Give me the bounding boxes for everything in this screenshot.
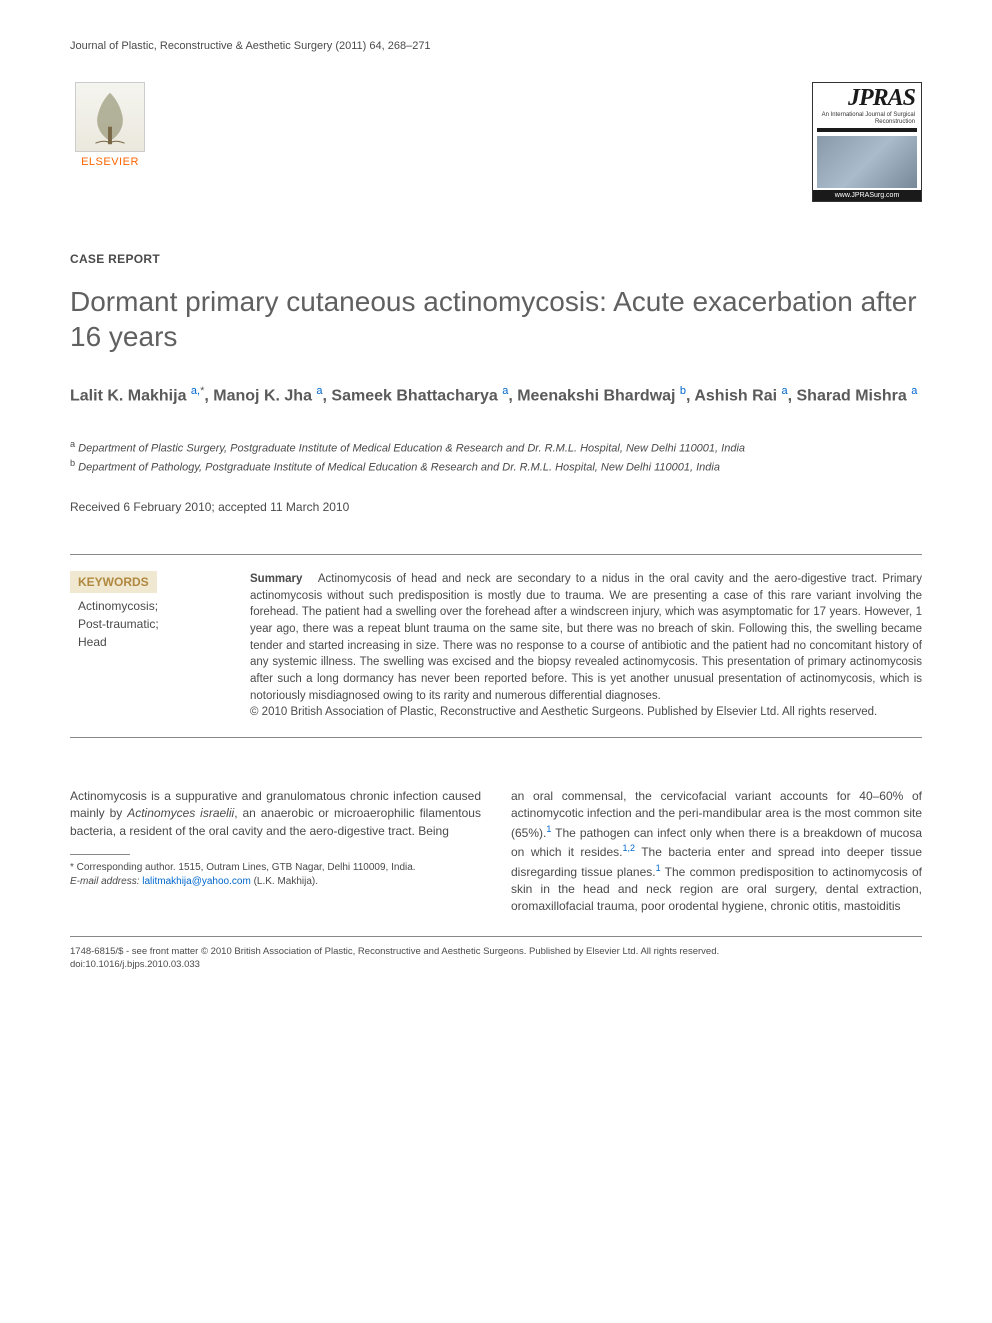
body-para-2: an oral commensal, the cervicofacial var… [511,788,922,916]
jpras-bar [817,128,917,132]
elsevier-wordmark: ELSEVIER [81,156,139,168]
correspondence-divider [70,854,130,855]
jpras-url: www.JPRASurg.com [813,190,921,201]
jpras-subtitle: An International Journal of Surgical Rec… [813,112,921,126]
body-columns: Actinomycosis is a suppurative and granu… [70,788,922,916]
jpras-cover-image [817,136,917,188]
logo-row: ELSEVIER JPRAS An International Journal … [70,82,922,202]
body-para-1: Actinomycosis is a suppurative and granu… [70,788,481,840]
jpras-logo[interactable]: JPRAS An International Journal of Surgic… [812,82,922,202]
summary-text: Actinomycosis of head and neck are secon… [250,573,922,702]
footer-doi: doi:10.1016/j.bjps.2010.03.033 [70,959,200,970]
body-col-left: Actinomycosis is a suppurative and granu… [70,788,481,916]
corr-email-name: (L.K. Makhija). [254,876,318,887]
abstract-block: KEYWORDS Actinomycosis;Post-traumatic;He… [70,554,922,738]
running-head: Journal of Plastic, Reconstructive & Aes… [70,40,922,52]
corr-email-label: E-mail address: [70,876,139,887]
footer-copyright: 1748-6815/$ - see front matter © 2010 Br… [70,946,719,957]
body-col-right: an oral commensal, the cervicofacial var… [511,788,922,916]
corr-note: * Corresponding author. 1515, Outram Lin… [70,862,416,873]
elsevier-tree-icon [75,82,145,152]
keywords-heading: KEYWORDS [70,571,157,593]
summary-label: Summary [250,573,302,585]
corresponding-author: * Corresponding author. 1515, Outram Lin… [70,861,481,889]
article-title: Dormant primary cutaneous actinomycosis:… [70,284,922,354]
affiliations: a Department of Plastic Surgery, Postgra… [70,438,922,476]
article-dates: Received 6 February 2010; accepted 11 Ma… [70,500,922,514]
article-type: CASE REPORT [70,252,922,266]
page-footer: 1748-6815/$ - see front matter © 2010 Br… [70,936,922,972]
summary-copyright: © 2010 British Association of Plastic, R… [250,706,877,718]
elsevier-logo[interactable]: ELSEVIER [70,82,150,172]
keywords-column: KEYWORDS Actinomycosis;Post-traumatic;He… [70,571,220,721]
author-list: Lalit K. Makhija a,*, Manoj K. Jha a, Sa… [70,384,922,408]
corr-email-link[interactable]: lalitmakhija@yahoo.com [142,876,251,887]
summary-column: Summary Actinomycosis of head and neck a… [250,571,922,721]
keywords-list: Actinomycosis;Post-traumatic;Head [70,597,220,651]
jpras-acronym: JPRAS [813,83,921,112]
